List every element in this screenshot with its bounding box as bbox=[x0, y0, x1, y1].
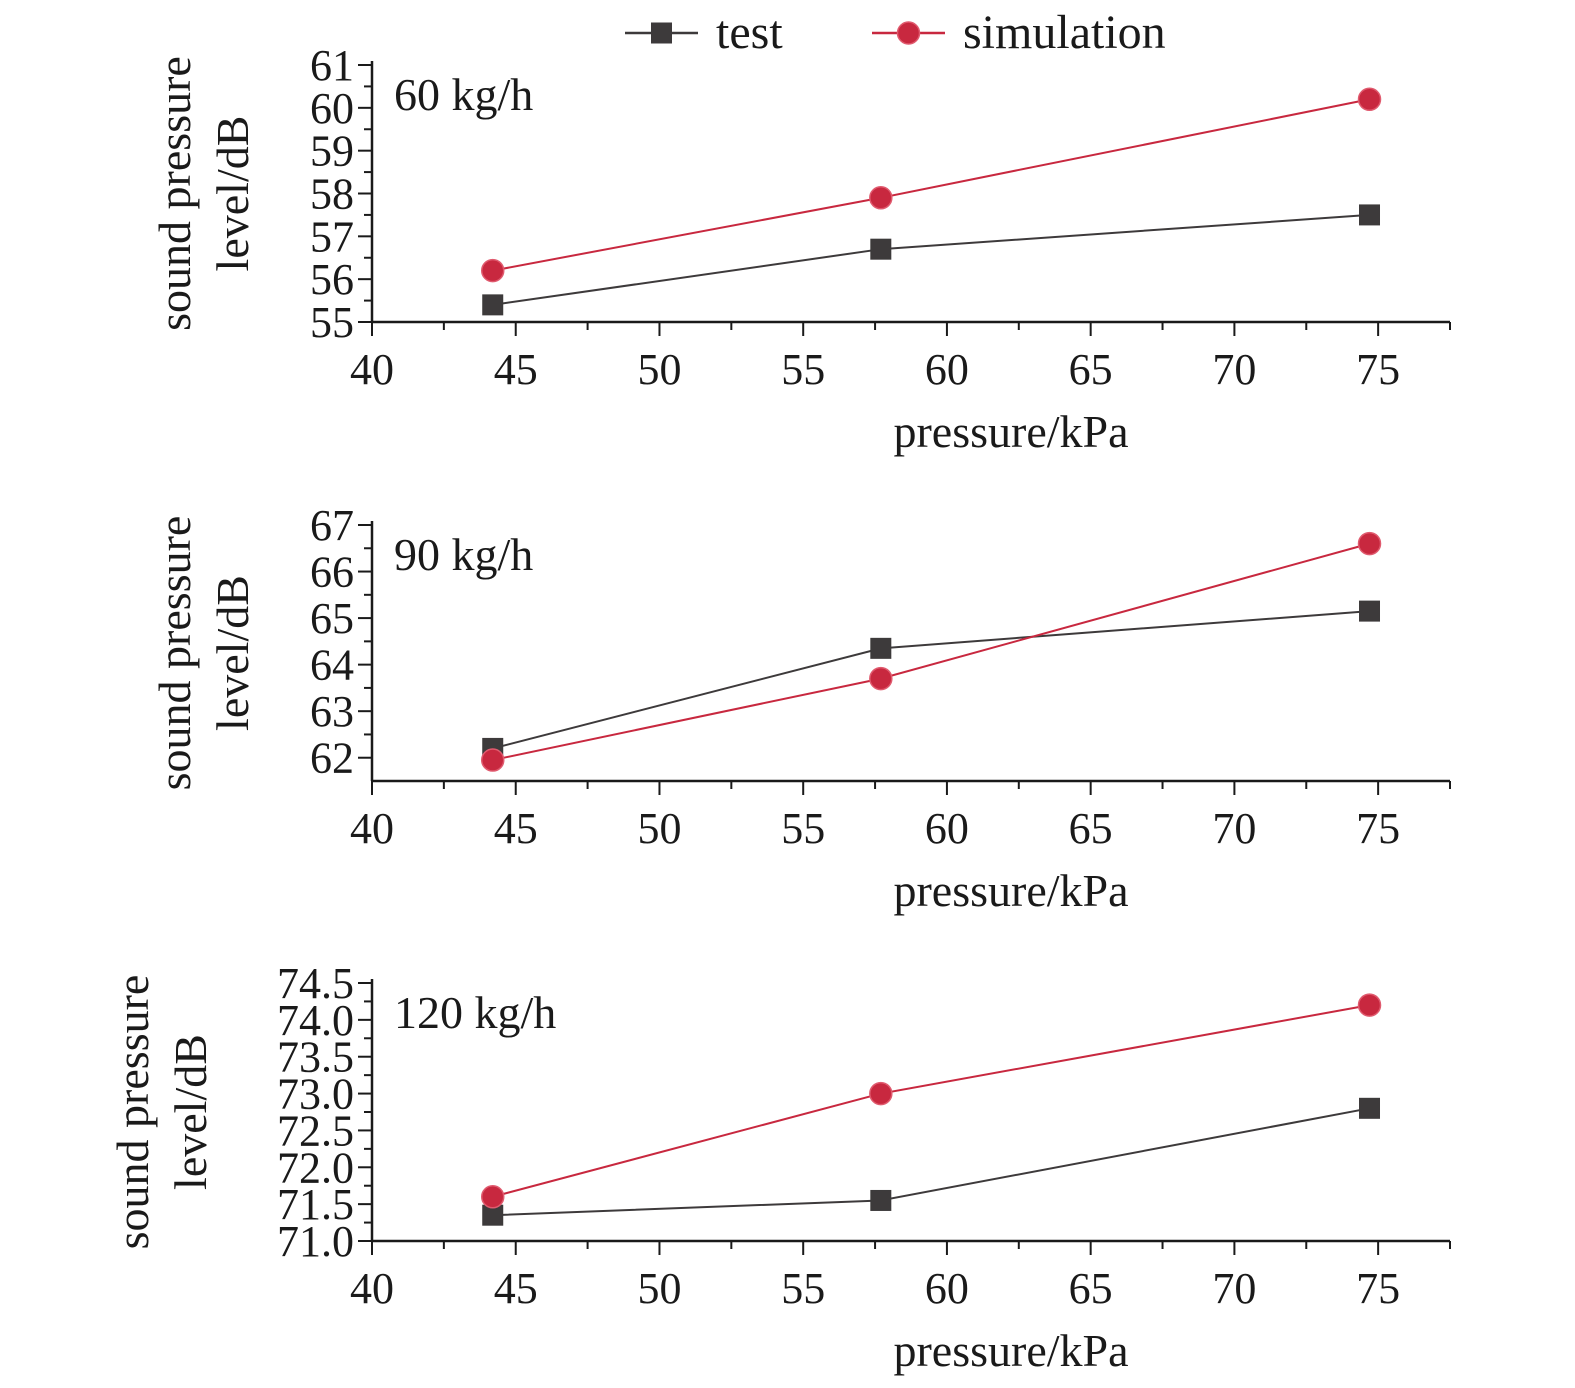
x-axis-title: pressure/kPa bbox=[893, 406, 1128, 457]
series-line-test bbox=[492, 213, 1370, 306]
data-point-test bbox=[1359, 1097, 1381, 1119]
data-point-simulation bbox=[869, 1081, 893, 1106]
x-axis-title: pressure/kPa bbox=[893, 865, 1128, 916]
y-tick-label: 74.0 bbox=[277, 996, 354, 1045]
panel-annotation: 120 kg/h bbox=[394, 987, 556, 1038]
data-point-simulation bbox=[1357, 993, 1382, 1017]
chart-panel-90kgh: 40 45 50 55 60 65 70 75626364656667pressure/kPa… bbox=[149, 501, 1451, 916]
x-tick-label: 45 bbox=[494, 345, 538, 394]
y-axis-title-line: level/dB bbox=[207, 575, 258, 731]
data-point-simulation bbox=[480, 748, 505, 772]
data-point-simulation bbox=[869, 186, 893, 210]
y-axis-title-line: level/dB bbox=[165, 1034, 216, 1190]
y-tick-label: 58 bbox=[310, 170, 354, 219]
series-line-test bbox=[492, 610, 1370, 750]
x-tick-label: 40 bbox=[350, 1264, 394, 1313]
y-tick-label: 71.5 bbox=[277, 1180, 354, 1229]
x-tick-label: 65 bbox=[1069, 345, 1113, 394]
x-tick-label: 65 bbox=[1069, 804, 1113, 853]
series-line-simulation bbox=[492, 1004, 1370, 1198]
data-point-test bbox=[870, 1189, 892, 1211]
legend-marker-test bbox=[651, 22, 672, 44]
y-axis-title-line: level/dB bbox=[207, 116, 258, 272]
y-tick-label: 67 bbox=[310, 501, 354, 550]
y-tick-label: 60 bbox=[310, 84, 354, 133]
y-axis-title-line: sound pressure bbox=[107, 975, 158, 1250]
y-tick-label: 65 bbox=[310, 594, 354, 643]
data-point-test bbox=[1359, 204, 1381, 226]
y-axis-title-line: sound pressure bbox=[149, 56, 200, 331]
data-point-simulation bbox=[869, 666, 893, 691]
x-tick-label: 70 bbox=[1212, 804, 1256, 853]
x-tick-label: 70 bbox=[1212, 1264, 1256, 1313]
x-tick-label: 50 bbox=[637, 1264, 681, 1313]
data-point-test bbox=[482, 294, 504, 316]
data-point-simulation bbox=[1357, 87, 1382, 112]
x-tick-label: 60 bbox=[925, 1264, 969, 1313]
data-point-simulation bbox=[480, 1185, 505, 1209]
legend-label-test: test bbox=[716, 6, 783, 59]
chart-panel-120kgh: 40 45 50 55 60 65 70 75 71.071.572.072.573.073.5… bbox=[107, 959, 1451, 1376]
x-axis-title: pressure/kPa bbox=[893, 1325, 1128, 1376]
y-tick-label: 56 bbox=[310, 255, 354, 304]
y-tick-label: 62 bbox=[310, 734, 354, 783]
x-tick-label: 55 bbox=[781, 1264, 825, 1313]
y-tick-label: 61 bbox=[310, 41, 354, 90]
x-tick-label: 65 bbox=[1069, 1264, 1113, 1313]
y-tick-label: 73.0 bbox=[277, 1070, 354, 1119]
y-tick-label: 71.0 bbox=[277, 1217, 354, 1266]
x-tick-label: 60 bbox=[925, 345, 969, 394]
data-point-test bbox=[870, 238, 892, 260]
legend-label-simulation: simulation bbox=[963, 6, 1166, 59]
x-tick-label: 45 bbox=[494, 804, 538, 853]
x-tick-label: 75 bbox=[1356, 1264, 1400, 1313]
y-tick-label: 64 bbox=[310, 641, 354, 690]
chart-legend: test simulation bbox=[625, 6, 1166, 59]
x-tick-label: 45 bbox=[494, 1264, 538, 1313]
data-point-test bbox=[870, 637, 892, 659]
y-axis-title-line: sound pressure bbox=[149, 516, 200, 791]
x-tick-label: 75 bbox=[1356, 804, 1400, 853]
data-point-simulation bbox=[480, 258, 505, 283]
legend-marker-simulation bbox=[896, 21, 921, 45]
y-tick-label: 72.5 bbox=[277, 1106, 354, 1155]
chart-panel-60kgh: 40 45 50 55 60 65 70 7555565758596061pressure/k… bbox=[149, 41, 1451, 457]
y-tick-label: 73.5 bbox=[277, 1033, 354, 1082]
x-tick-label: 60 bbox=[925, 804, 969, 853]
x-tick-label: 70 bbox=[1212, 345, 1256, 394]
panel-annotation: 90 kg/h bbox=[394, 529, 533, 580]
series-line-simulation bbox=[492, 542, 1370, 762]
y-tick-label: 63 bbox=[310, 687, 354, 736]
y-tick-label: 57 bbox=[310, 212, 354, 261]
x-tick-label: 40 bbox=[350, 804, 394, 853]
data-point-test bbox=[1359, 600, 1381, 622]
data-point-simulation bbox=[1357, 531, 1382, 556]
panel-annotation: 60 kg/h bbox=[394, 69, 533, 120]
y-tick-label: 74.5 bbox=[277, 959, 354, 1008]
x-tick-label: 75 bbox=[1356, 345, 1400, 394]
x-tick-label: 55 bbox=[781, 345, 825, 394]
y-tick-label: 59 bbox=[310, 127, 354, 176]
y-tick-label: 66 bbox=[310, 548, 354, 597]
x-tick-label: 40 bbox=[350, 345, 394, 394]
y-tick-label: 55 bbox=[310, 298, 354, 347]
x-tick-label: 55 bbox=[781, 804, 825, 853]
x-tick-label: 50 bbox=[637, 804, 681, 853]
y-tick-label: 72.0 bbox=[277, 1143, 354, 1192]
x-tick-label: 50 bbox=[637, 345, 681, 394]
